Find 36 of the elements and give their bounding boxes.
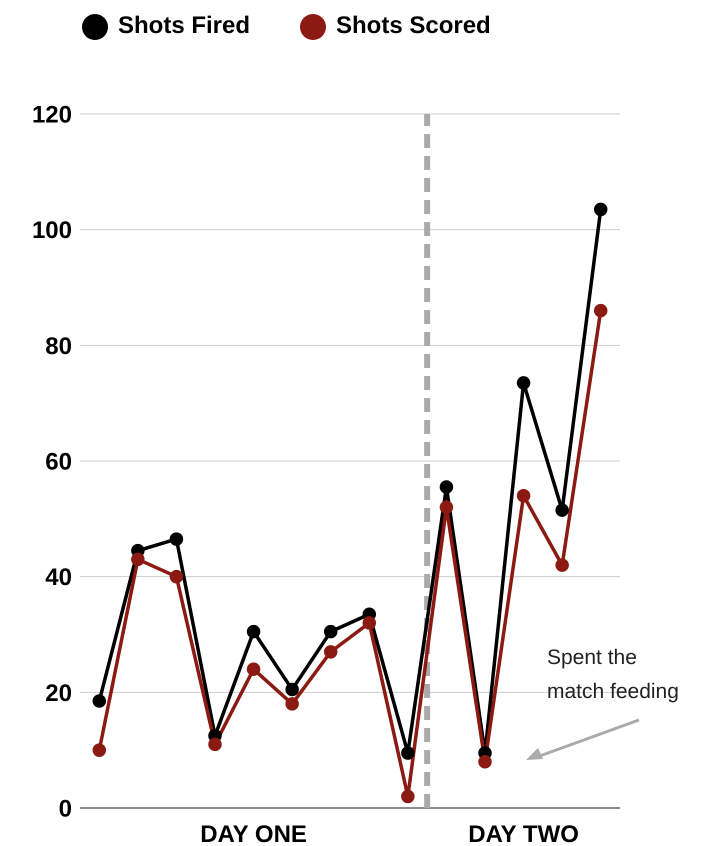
y-tick-label: 60 bbox=[45, 448, 72, 476]
point bbox=[131, 552, 145, 566]
point bbox=[516, 376, 530, 390]
point bbox=[170, 532, 184, 546]
point bbox=[246, 662, 260, 676]
y-tick-label: 40 bbox=[45, 564, 72, 592]
legend-label: Shots Fired bbox=[118, 12, 250, 39]
y-tick-label: 100 bbox=[32, 217, 72, 244]
text: DAY TWO bbox=[468, 821, 579, 846]
point bbox=[92, 743, 106, 757]
y-tick-label: 20 bbox=[45, 680, 72, 707]
point bbox=[324, 624, 338, 638]
point bbox=[478, 754, 492, 768]
point bbox=[440, 480, 454, 494]
point bbox=[594, 202, 608, 216]
point bbox=[324, 645, 338, 659]
y-tick-label: 120 bbox=[32, 102, 72, 129]
legend-label: Shots Scored bbox=[336, 12, 491, 39]
point bbox=[440, 500, 454, 514]
point bbox=[208, 738, 222, 752]
point bbox=[246, 624, 260, 638]
point bbox=[92, 694, 106, 708]
point bbox=[285, 682, 299, 696]
point bbox=[170, 570, 184, 584]
point bbox=[555, 503, 569, 517]
point bbox=[555, 558, 569, 572]
point bbox=[516, 488, 530, 502]
point bbox=[285, 697, 299, 711]
text: DAY ONE bbox=[200, 821, 307, 846]
point bbox=[362, 616, 376, 630]
y-tick-label: 0 bbox=[58, 796, 72, 823]
point bbox=[401, 790, 415, 804]
y-tick-label: 80 bbox=[45, 332, 72, 360]
annotation: Spent the match feeding bbox=[547, 646, 679, 703]
point bbox=[401, 746, 415, 760]
point bbox=[594, 304, 608, 318]
